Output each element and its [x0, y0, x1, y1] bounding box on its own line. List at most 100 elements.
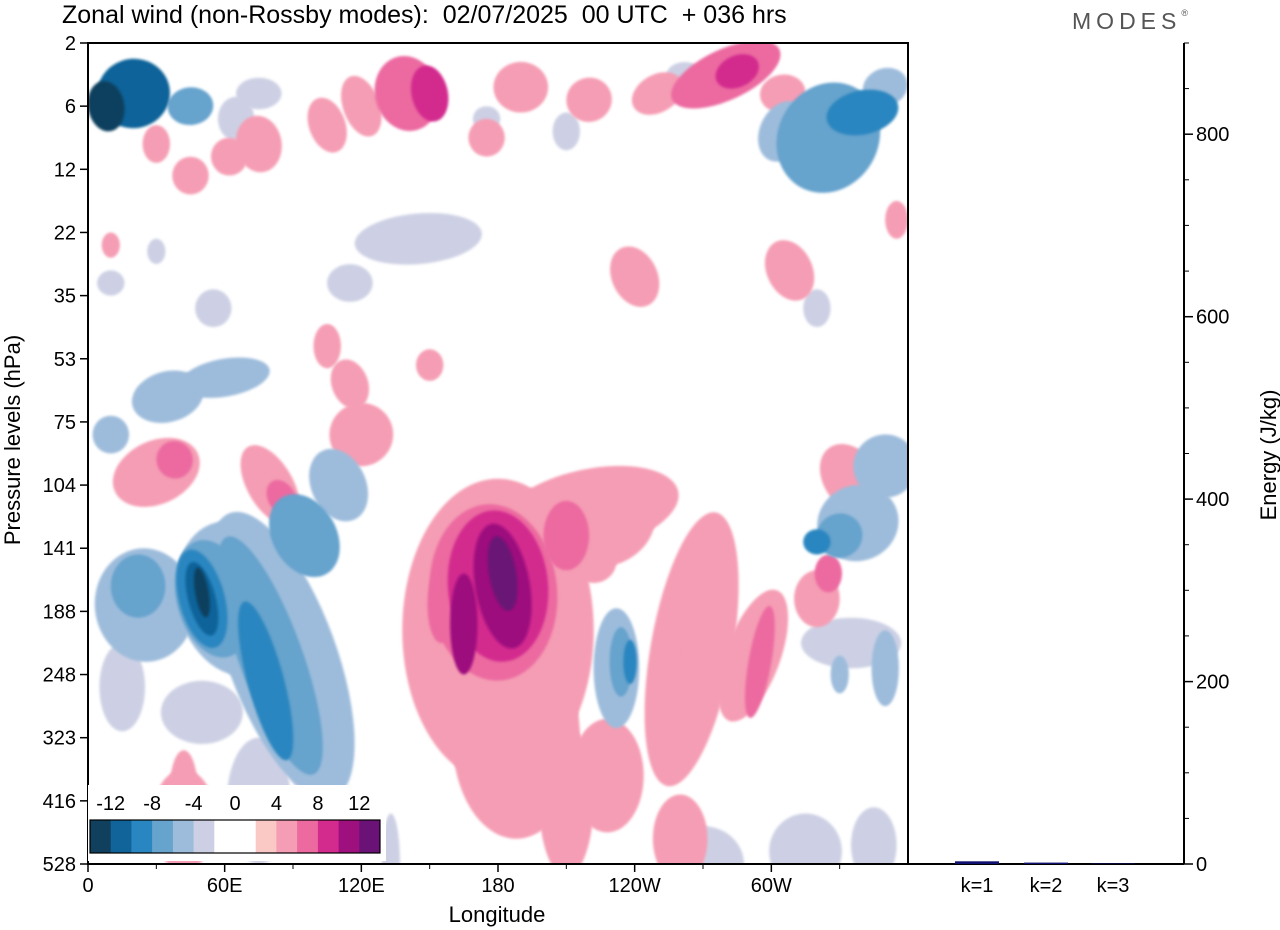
contour-region: [803, 529, 831, 555]
contour-region: [885, 200, 908, 239]
contour-region: [566, 77, 612, 122]
contour-region: [88, 81, 125, 132]
y-tick-label: 12: [54, 159, 76, 181]
contour-region: [851, 807, 897, 864]
contour-region: [354, 212, 482, 265]
contour-region: [684, 592, 722, 707]
y-axis-title: Pressure levels (hPa): [0, 335, 25, 545]
colorbar-swatch: [152, 820, 174, 853]
energy-panel: 0 200 400 600 800 k=1 k=2 k=3: [907, 42, 1229, 897]
contour-region: [493, 61, 549, 113]
y-tick-label: 53: [54, 349, 76, 371]
contour-region: [269, 494, 340, 578]
contour-region: [147, 238, 166, 264]
colorbar-swatch: [317, 820, 340, 853]
brand-name: MODES: [1072, 8, 1182, 34]
contour-region: [156, 440, 193, 479]
energy-axis-title: Energy (J/kg): [1256, 390, 1280, 521]
y-tick-label: 528: [43, 854, 76, 876]
contour-region: [101, 232, 120, 258]
x-tick-label: 180: [481, 875, 514, 897]
colorbar-swatch: [131, 820, 153, 853]
colorbar-label: 0: [229, 793, 240, 815]
contour-region: [307, 97, 347, 153]
contour-region: [131, 370, 204, 423]
energy-background: [908, 43, 1184, 864]
contour-region: [195, 289, 232, 328]
energy-x-labels: k=1 k=2 k=3: [961, 875, 1130, 897]
y-tick-label: 104: [43, 475, 76, 497]
energy-tick-label: 200: [1196, 672, 1229, 694]
energy-tick-label: 800: [1196, 124, 1229, 146]
contour-region: [381, 813, 400, 864]
contour-region: [160, 680, 243, 745]
contour-region: [552, 112, 580, 151]
contour-region: [327, 264, 373, 302]
colorbar-swatch: [338, 820, 360, 853]
contour-region: [543, 500, 590, 571]
colorbar-labels: -12 -8 -4 0 4 8 12: [96, 793, 370, 815]
contour-region: [570, 718, 644, 833]
heatmap-x-ticks: 0 60E 120E 180 120W 60W: [82, 864, 841, 897]
x-tick-label: 60E: [207, 875, 243, 897]
colorbar-swatches: [89, 819, 381, 854]
contour-region: [764, 240, 815, 301]
colorbar-swatch: [193, 820, 215, 853]
contour-region: [341, 75, 382, 137]
colorbar-swatch: [276, 820, 298, 853]
contour-region: [715, 54, 759, 89]
contour-region: [826, 89, 899, 136]
x-tick-label: 60W: [751, 875, 792, 897]
energy-tick-label: 400: [1196, 489, 1229, 511]
energy-tick-label: 600: [1196, 307, 1229, 329]
contour-region: [631, 72, 683, 115]
colorbar-swatch: [359, 820, 381, 853]
heatmap-y-ticks: 2 6 12 22 35 53 75 104 141 188 248 323 416 528: [43, 33, 88, 876]
contour-region: [830, 655, 849, 694]
x-axis-title: Longitude: [449, 902, 546, 927]
y-tick-label: 6: [65, 96, 76, 118]
contour-region: [235, 77, 282, 110]
brand-logo: MODES®: [1072, 8, 1188, 35]
energy-bar: [955, 861, 999, 864]
contour-region: [610, 246, 660, 307]
contour-region: [97, 270, 125, 296]
colorbar-label: 12: [348, 793, 370, 815]
y-tick-label: 188: [43, 601, 76, 623]
chart-title: Zonal wind (non-Rossby modes): 02/07/202…: [62, 1, 787, 29]
x-tick-label: 120E: [338, 875, 385, 897]
energy-x-label: k=3: [1097, 875, 1130, 897]
contour-region: [814, 554, 842, 593]
contour-region: [487, 536, 518, 611]
contour-region: [142, 125, 170, 163]
colorbar-label: 4: [271, 793, 282, 815]
contour-region: [330, 359, 370, 409]
y-tick-label: 2: [65, 33, 76, 55]
contour-region: [450, 573, 478, 675]
x-tick-label: 0: [82, 875, 93, 897]
contour-region: [193, 567, 210, 618]
registered-mark: ®: [1181, 8, 1188, 18]
colorbar-frame: [89, 819, 381, 854]
energy-x-label: k=2: [1030, 875, 1063, 897]
colorbar-swatch: [235, 820, 257, 853]
colorbar-label: -8: [143, 793, 161, 815]
colorbar-swatch: [297, 820, 319, 853]
colorbar-label: -4: [185, 793, 203, 815]
contour-region: [468, 118, 505, 157]
energy-bar: [1091, 863, 1135, 864]
y-tick-label: 35: [54, 286, 76, 308]
energy-x-label: k=1: [961, 875, 994, 897]
colorbar-label: -12: [96, 793, 125, 815]
colorbar-label: 8: [312, 793, 323, 815]
colorbar-swatch: [172, 820, 195, 853]
contour-region: [110, 554, 166, 618]
colorbar: -12 -8 -4 0 4 8 12: [88, 785, 386, 861]
contour-region: [416, 349, 444, 381]
y-tick-label: 416: [43, 791, 76, 813]
x-tick-label: 120W: [609, 875, 661, 897]
contour-region: [623, 639, 637, 685]
y-tick-label: 75: [54, 412, 76, 434]
y-tick-label: 248: [43, 665, 76, 687]
